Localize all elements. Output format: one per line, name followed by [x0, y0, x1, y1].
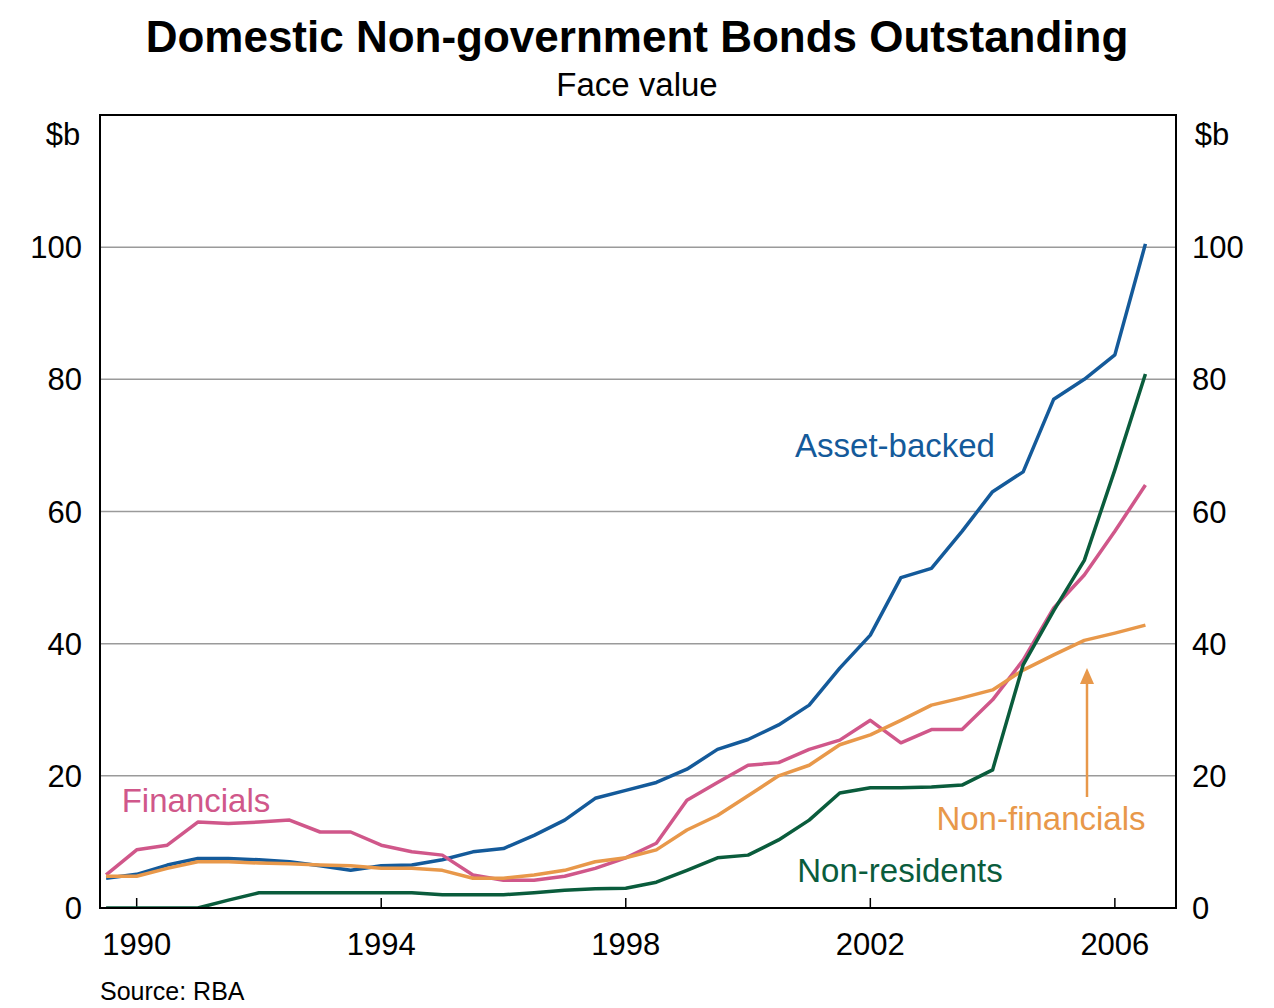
y-tick-label: 40: [48, 627, 82, 662]
y-tick-label-right: 60: [1192, 495, 1226, 530]
subtitle: Face value: [556, 66, 717, 103]
x-tick: [625, 898, 627, 908]
source: Source: RBA: [100, 977, 245, 1005]
grid-line: [100, 775, 1176, 777]
chart: Domestic Non-government Bonds Outstandin…: [0, 0, 1274, 1008]
grid-line: [100, 643, 1176, 645]
background: [0, 0, 1274, 1008]
y-axis-label-right: $b: [1195, 117, 1229, 152]
x-tick: [380, 898, 382, 908]
plot-frame: [100, 115, 1176, 908]
grid-line: [100, 379, 1176, 381]
grid-line: [100, 511, 1176, 513]
x-tick-label: 1998: [591, 927, 660, 962]
y-tick-label: 0: [65, 891, 82, 926]
y-tick-label-right: 100: [1192, 230, 1244, 265]
series-label: Non-residents: [797, 852, 1002, 889]
y-tick-label: 60: [48, 495, 82, 530]
y-tick-label-right: 20: [1192, 759, 1226, 794]
x-tick: [1114, 898, 1116, 908]
y-tick-label: 20: [48, 759, 82, 794]
annotation-arrow: [1086, 682, 1089, 797]
title: Domestic Non-government Bonds Outstandin…: [146, 12, 1129, 61]
x-tick-label: 1994: [347, 927, 416, 962]
y-tick-label-right: 80: [1192, 362, 1226, 397]
annotation-arrowhead: [1080, 668, 1094, 684]
y-axis-label: $b: [46, 117, 80, 152]
x-tick-label: 1990: [102, 927, 171, 962]
x-tick: [870, 898, 872, 908]
series-label: Financials: [122, 782, 271, 819]
plot-area: [106, 244, 1145, 908]
series-line: [106, 625, 1145, 878]
y-tick-label-right: 40: [1192, 627, 1226, 662]
series-line: [106, 374, 1145, 908]
x-tick-label: 2002: [836, 927, 905, 962]
series-label: Asset-backed: [795, 427, 995, 464]
y-tick-label: 100: [30, 230, 82, 265]
y-tick-label-right: 0: [1192, 891, 1209, 926]
grid-line: [100, 246, 1176, 248]
y-tick-label: 80: [48, 362, 82, 397]
series-label: Non-financials: [936, 800, 1145, 837]
x-tick-label: 2006: [1080, 927, 1149, 962]
series-line: [106, 485, 1145, 880]
series-line: [106, 244, 1145, 878]
